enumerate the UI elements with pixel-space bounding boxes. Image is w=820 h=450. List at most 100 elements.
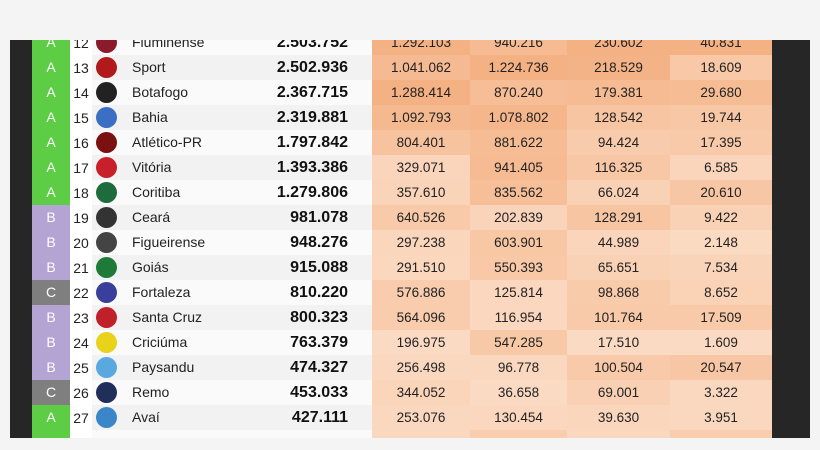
team-name: Botafogo xyxy=(132,84,189,100)
table-row: B 20 Figueirense 948.276 297.238 603.901 44… xyxy=(32,230,772,255)
team-crest-icon xyxy=(96,232,117,253)
value-cell: 100.504 xyxy=(567,355,670,380)
value-cell: 66.024 xyxy=(567,180,670,205)
value-cell: 1.092.793 xyxy=(372,105,470,130)
division-badge: A xyxy=(32,55,70,80)
value-cell: 44.989 xyxy=(567,230,670,255)
team-crest-icon xyxy=(96,207,117,228)
value-cell: 804.401 xyxy=(372,130,470,155)
value-cell: 36.658 xyxy=(470,380,567,405)
value-cell: 8.652 xyxy=(670,280,772,305)
value-cell: 116.325 xyxy=(567,155,670,180)
value-cell: 3.951 xyxy=(670,405,772,430)
value-cell xyxy=(670,430,772,438)
team-crest-icon xyxy=(96,107,117,128)
team-name: Ceará xyxy=(132,209,171,225)
team-crest-icon xyxy=(96,357,117,378)
table-row: A 13 Sport 2.502.936 1.041.062 1.224.736 21… xyxy=(32,55,772,80)
value-cell: 640.526 xyxy=(372,205,470,230)
total-value: 2.502.936 xyxy=(276,59,348,76)
team-crest-icon xyxy=(96,307,117,328)
position: 15 xyxy=(70,105,92,130)
value-cell: 256.498 xyxy=(372,355,470,380)
total-value: 2.503.752 xyxy=(276,40,348,51)
value-cell: 20.610 xyxy=(670,180,772,205)
value-cell: 98.868 xyxy=(567,280,670,305)
value-cell: 344.052 xyxy=(372,380,470,405)
total-value: 2.319.881 xyxy=(276,109,348,126)
value-cell: 1.224.736 xyxy=(470,55,567,80)
team-name: Remo xyxy=(132,384,170,400)
total-value: 763.379 xyxy=(290,334,348,351)
value-cell: 1.288.414 xyxy=(372,80,470,105)
table-row-clipped xyxy=(32,430,772,438)
value-cell: 329.071 xyxy=(372,155,470,180)
team-crest-icon xyxy=(96,132,117,153)
position: 12 xyxy=(70,40,92,55)
team-crest-icon xyxy=(96,382,117,403)
table-row: A 18 Coritiba 1.279.806 357.610 835.562 66.… xyxy=(32,180,772,205)
position xyxy=(70,430,92,438)
division-badge: A xyxy=(32,80,70,105)
value-cell: 116.954 xyxy=(470,305,567,330)
value-cell xyxy=(567,430,670,438)
total-value: 1.393.386 xyxy=(276,159,348,176)
total-value: 981.078 xyxy=(290,209,348,226)
division-badge: C xyxy=(32,280,70,305)
value-cell xyxy=(372,430,470,438)
table-row: A 15 Bahia 2.319.881 1.092.793 1.078.802 12… xyxy=(32,105,772,130)
division-badge: B xyxy=(32,330,70,355)
value-cell: 69.001 xyxy=(567,380,670,405)
value-cell: 297.238 xyxy=(372,230,470,255)
table-row: A 17 Vitória 1.393.386 329.071 941.405 116.… xyxy=(32,155,772,180)
division-badge: B xyxy=(32,230,70,255)
position: 19 xyxy=(70,205,92,230)
total-value: 1.279.806 xyxy=(276,184,348,201)
total-value: 800.323 xyxy=(290,309,348,326)
team-crest-icon xyxy=(96,332,117,353)
ranking-table: A 12 Fluminense 2.503.752 1.292.103 940.21… xyxy=(10,40,810,438)
table-row: A 27 Avaí 427.111 253.076 130.454 39.630 3.9… xyxy=(32,405,772,430)
value-cell: 65.651 xyxy=(567,255,670,280)
division-badge: A xyxy=(32,155,70,180)
value-cell: 17.509 xyxy=(670,305,772,330)
value-cell: 17.395 xyxy=(670,130,772,155)
team-crest-icon xyxy=(96,157,117,178)
value-cell: 3.322 xyxy=(670,380,772,405)
row-background xyxy=(32,40,372,55)
total-value: 453.033 xyxy=(290,384,348,401)
total-value: 427.111 xyxy=(291,409,348,426)
division-badge: A xyxy=(32,130,70,155)
position: 13 xyxy=(70,55,92,80)
value-cell: 940.216 xyxy=(470,40,567,55)
total-value: 915.088 xyxy=(290,259,348,276)
value-cell: 230.602 xyxy=(567,40,670,55)
position: 21 xyxy=(70,255,92,280)
table-row: B 24 Criciúma 763.379 196.975 547.285 17.51… xyxy=(32,330,772,355)
division-badge: A xyxy=(32,180,70,205)
position: 26 xyxy=(70,380,92,405)
team-name: Avaí xyxy=(132,409,160,425)
team-crest-icon xyxy=(96,407,117,428)
division-badge: A xyxy=(32,40,70,55)
value-cell: 94.424 xyxy=(567,130,670,155)
value-cell: 550.393 xyxy=(470,255,567,280)
value-cell: 128.291 xyxy=(567,205,670,230)
value-cell: 40.831 xyxy=(670,40,772,55)
value-cell: 1.041.062 xyxy=(372,55,470,80)
division-badge: A xyxy=(32,105,70,130)
team-crest-icon xyxy=(96,282,117,303)
table-row: A 16 Atlético-PR 1.797.842 804.401 881.622… xyxy=(32,130,772,155)
division-badge: C xyxy=(32,380,70,405)
total-value: 948.276 xyxy=(290,234,348,251)
table-row: C 26 Remo 453.033 344.052 36.658 69.001 3.32… xyxy=(32,380,772,405)
position: 16 xyxy=(70,130,92,155)
position: 20 xyxy=(70,230,92,255)
team-name: Criciúma xyxy=(132,334,188,350)
value-cell: 101.764 xyxy=(567,305,670,330)
team-name: Santa Cruz xyxy=(132,309,203,325)
total-value: 810.220 xyxy=(290,284,348,301)
value-cell: 202.839 xyxy=(470,205,567,230)
team-name: Figueirense xyxy=(132,234,206,250)
value-cell: 253.076 xyxy=(372,405,470,430)
